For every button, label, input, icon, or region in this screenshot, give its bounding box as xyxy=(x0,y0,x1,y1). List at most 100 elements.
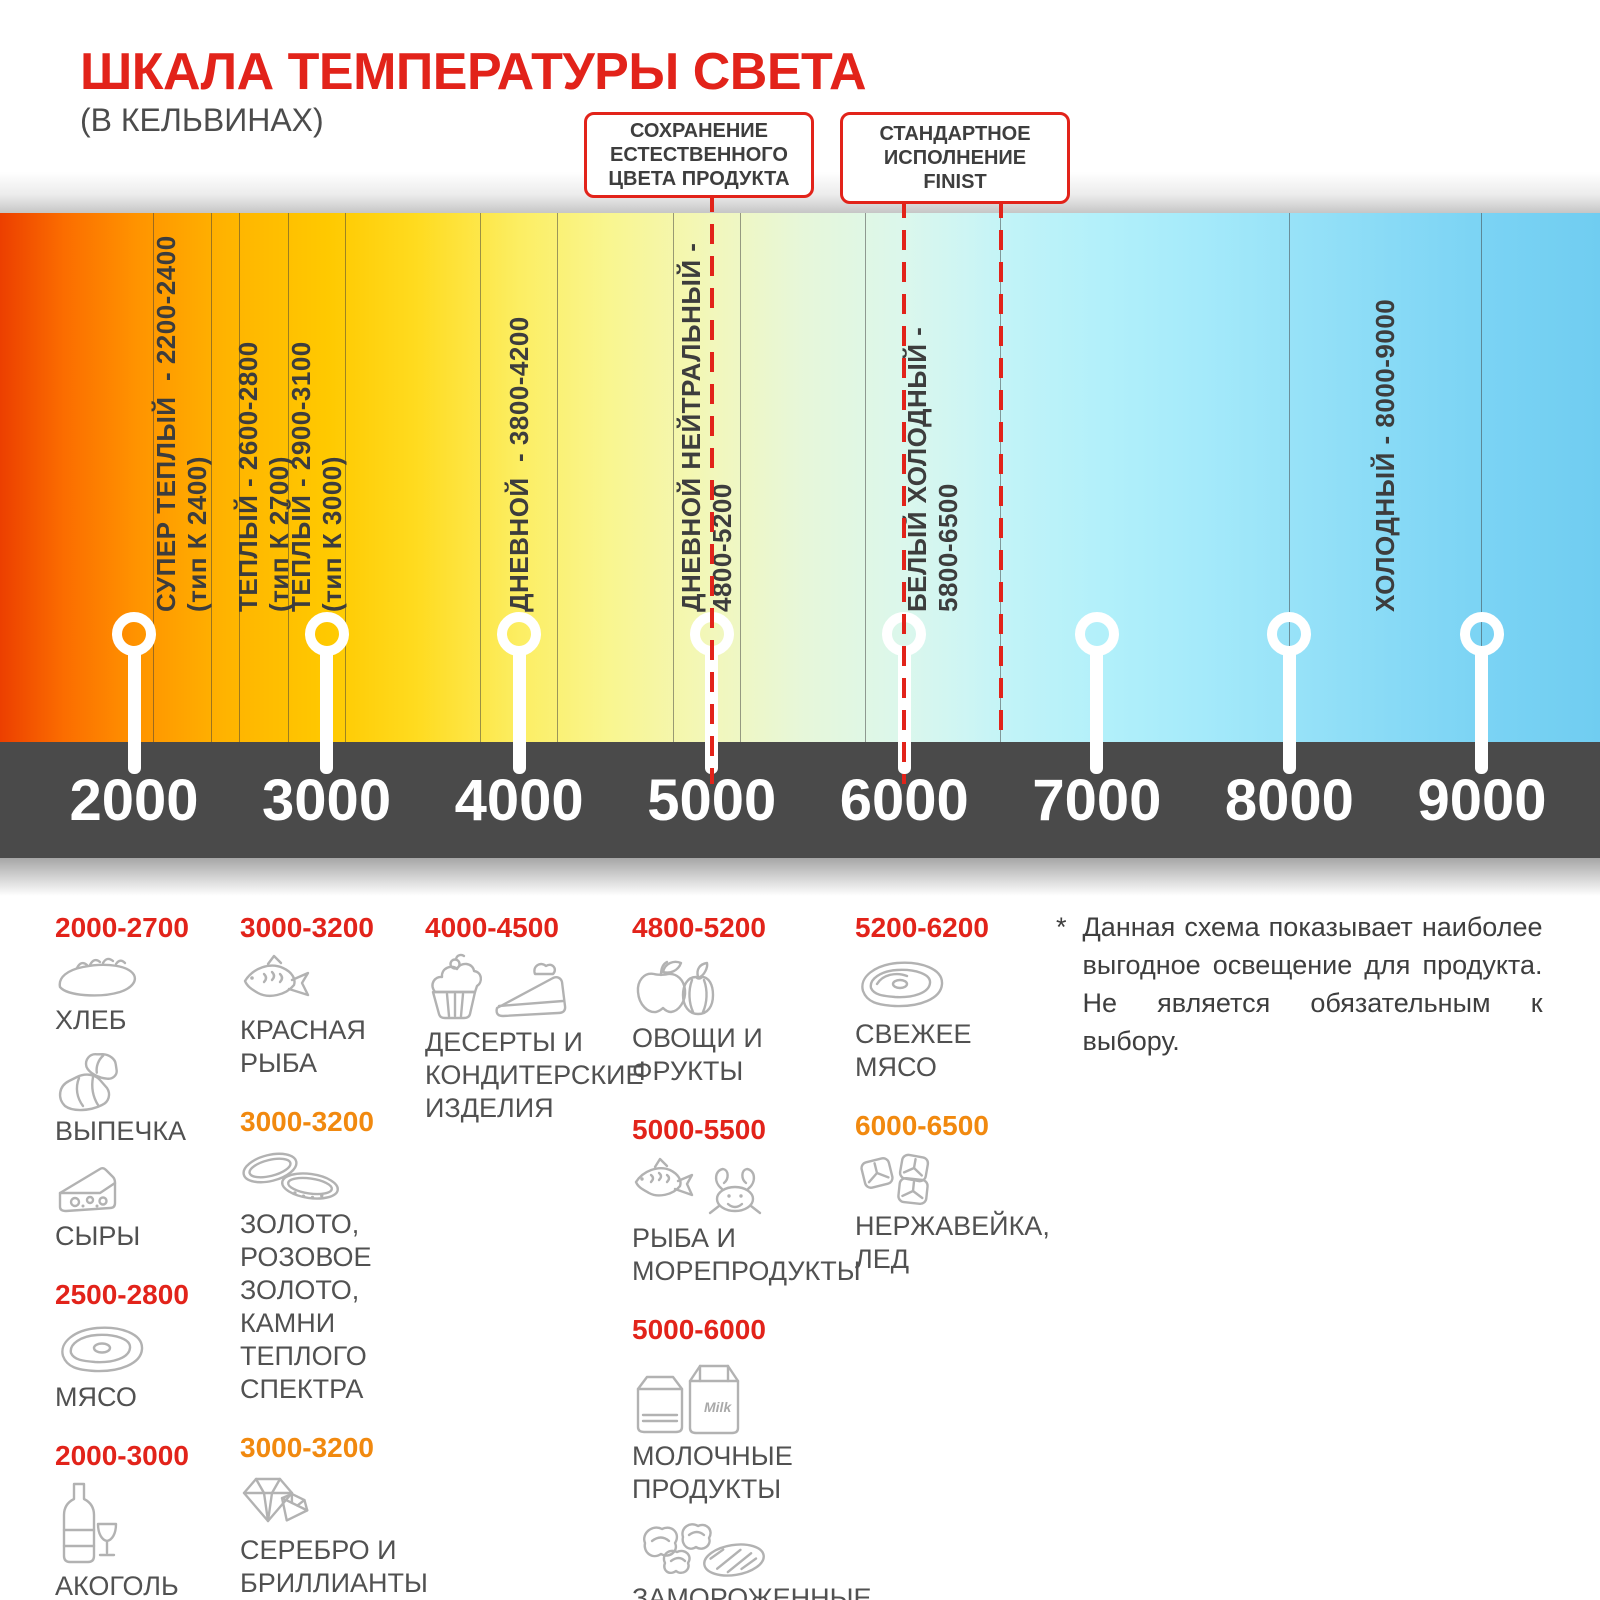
category-range: 5000-6000 xyxy=(632,1314,766,1345)
scale-gridline xyxy=(1481,213,1483,742)
kelvin-axis-bar xyxy=(0,742,1600,858)
axis-tick-label: 7000 xyxy=(1032,767,1162,833)
category-column: 2000-2700 ХЛЕБ ВЫПЕЧКА СЫРЫ 2500-2800 МЯСО 200… xyxy=(55,900,240,1600)
band-label: ХОЛОДНЫЙ - 8000-9000 xyxy=(1370,298,1401,612)
bottom-shadow-band xyxy=(0,858,1600,896)
category-range: 2000-3000 xyxy=(55,1440,189,1471)
rings-icon xyxy=(240,1148,435,1204)
category-range: 2000-2700 xyxy=(55,912,189,943)
category-item: НЕРЖАВЕЙКА, ЛЕД xyxy=(855,1152,1055,1276)
category-range: 5200-6200 xyxy=(855,912,989,943)
vegetables-icon xyxy=(632,954,880,1018)
scale-gridline xyxy=(1288,213,1290,742)
category-item: РЫБА И МОРЕПРОДУКТЫ xyxy=(632,1156,880,1288)
category-item: ОВОЩИ И ФРУКТЫ xyxy=(632,954,880,1088)
scale-pin-icon xyxy=(1074,612,1119,656)
scale-pin-stem xyxy=(127,652,141,774)
scale-pin-stem xyxy=(1475,652,1489,774)
croissant-icon xyxy=(55,1049,240,1112)
band-label: ДНЕВНОЙ НЕЙТРАЛЬНЫЙ - 4800-5200 xyxy=(675,242,737,612)
band-label: БЕЛЫЙ ХОЛОДНЫЙ - 5800-6500 xyxy=(902,326,964,612)
axis-tick-label: 3000 xyxy=(262,767,392,833)
category-item: СВЕЖЕЕ МЯСО xyxy=(855,954,1055,1084)
category-item: Milk МОЛОЧНЫЕ ПРОДУКТЫ xyxy=(632,1356,880,1506)
category-label: МОЛОЧНЫЕ ПРОДУКТЫ xyxy=(632,1441,793,1504)
callout-natural-color: СОХРАНЕНИЕ ЕСТЕСТВЕННОГО ЦВЕТА ПРОДУКТА xyxy=(584,112,814,198)
category-item: СЕРЕБРО И БРИЛЛИАНТЫ xyxy=(240,1474,435,1600)
category-item: ДЕСЕРТЫ И КОНДИТЕРСКИЕ ИЗДЕЛИЯ xyxy=(425,953,645,1125)
bread-icon xyxy=(55,954,240,1000)
category-label: ВЫПЕЧКА xyxy=(55,1116,187,1146)
desserts-icon xyxy=(425,953,645,1022)
category-range: 2500-2800 xyxy=(55,1279,189,1310)
category-label: ЗОЛОТО, РОЗОВОЕ ЗОЛОТО, КАМНИ ТЕПЛОГО СП… xyxy=(240,1209,372,1404)
ice-icon xyxy=(855,1152,1055,1206)
category-column: 5200-6200 СВЕЖЕЕ МЯСО 6000-6500 НЕРЖАВЕЙКА,… xyxy=(855,900,1055,1288)
band-label: СУПЕР ТЕПЛЫЙ - 2200-2400 (тип К 2400) xyxy=(151,235,213,612)
meat-icon xyxy=(55,1321,240,1377)
category-range: 5000-5500 xyxy=(632,1114,766,1145)
category-label: СВЕЖЕЕ МЯСО xyxy=(855,1019,972,1082)
category-item: ЗАМОРОЖЕННЫЕ ПОЛУФАБРИКАТЫ xyxy=(632,1518,880,1600)
scale-gridline xyxy=(239,213,241,742)
category-item: СЫРЫ xyxy=(55,1160,240,1253)
band-label: ДНЕВНОЙ - 3800-4200 xyxy=(503,316,534,612)
scale-pin-icon xyxy=(304,612,349,656)
callout-finist-standard: СТАНДАРТНОЕ ИСПОЛНЕНИЕ FINIST xyxy=(840,112,1070,204)
callout-dashed-line xyxy=(902,198,907,784)
scale-pin-icon xyxy=(497,612,542,656)
category-column: 4000-4500 ДЕСЕРТЫ И КОНДИТЕРСКИЕ ИЗДЕЛИЯ xyxy=(425,900,645,1137)
scale-gridline xyxy=(210,213,212,742)
band-label: ТЕПЛЫЙ - 2900-3100 (тип К 3000) xyxy=(285,341,347,612)
callout-dashed-line xyxy=(998,198,1003,742)
category-item: КРАСНАЯ РЫБА xyxy=(240,954,435,1080)
dairy-icon: Milk xyxy=(632,1356,880,1436)
frozen-icon xyxy=(632,1518,880,1578)
footnote-text: Данная схема показывает наиболее выгодно… xyxy=(1082,912,1543,1056)
category-column: 4800-5200 ОВОЩИ И ФРУКТЫ 5000-5500 РЫБА И М… xyxy=(632,900,880,1600)
category-item: ВЫПЕЧКА xyxy=(55,1049,240,1148)
axis-tick-label: 8000 xyxy=(1224,767,1354,833)
category-range: 6000-6500 xyxy=(855,1110,989,1141)
category-column: 3000-3200 КРАСНАЯ РЫБА 3000-3200 ЗОЛОТО, РО… xyxy=(240,900,435,1600)
footnote-asterisk: * xyxy=(1056,912,1067,942)
scale-gridline xyxy=(345,213,347,742)
category-label: СЫРЫ xyxy=(55,1221,141,1251)
seafood-icon xyxy=(632,1156,880,1218)
callout-dashed-line xyxy=(709,192,714,784)
category-range: 4000-4500 xyxy=(425,912,559,943)
scale-pin-stem xyxy=(320,652,334,774)
scale-gridline xyxy=(557,213,559,742)
category-label: МЯСО xyxy=(55,1382,137,1412)
temperature-gradient-bar xyxy=(0,213,1600,742)
axis-tick-label: 2000 xyxy=(69,767,199,833)
category-label: СЕРЕБРО И БРИЛЛИАНТЫ xyxy=(240,1535,428,1598)
alcohol-icon xyxy=(55,1482,240,1566)
category-label: ЗАМОРОЖЕННЫЕ ПОЛУФАБРИКАТЫ xyxy=(632,1583,872,1600)
scale-gridline xyxy=(152,213,154,742)
category-range: 3000-3200 xyxy=(240,1432,374,1463)
category-label: РЫБА И МОРЕПРОДУКТЫ xyxy=(632,1223,861,1286)
category-label: ДЕСЕРТЫ И КОНДИТЕРСКИЕ ИЗДЕЛИЯ xyxy=(425,1027,644,1123)
category-item: МЯСО xyxy=(55,1321,240,1414)
cheese-icon xyxy=(55,1160,240,1216)
scale-gridline xyxy=(287,213,289,742)
diamonds-icon xyxy=(240,1474,435,1530)
scale-gridline xyxy=(672,213,674,742)
category-label: ОВОЩИ И ФРУКТЫ xyxy=(632,1023,763,1086)
fish-icon xyxy=(240,954,435,1010)
axis-tick-label: 9000 xyxy=(1417,767,1547,833)
category-label: НЕРЖАВЕЙКА, ЛЕД xyxy=(855,1211,1050,1274)
scale-pin-icon xyxy=(1267,612,1312,656)
scale-gridline xyxy=(480,213,482,742)
category-item: ЗОЛОТО, РОЗОВОЕ ЗОЛОТО, КАМНИ ТЕПЛОГО СП… xyxy=(240,1148,435,1406)
svg-text:Milk: Milk xyxy=(704,1399,732,1415)
axis-tick-label: 4000 xyxy=(454,767,584,833)
scale-pin-stem xyxy=(1090,652,1104,774)
page-title: ШКАЛА ТЕМПЕРАТУРЫ СВЕТА xyxy=(80,43,867,101)
footnote: * Данная схема показывает наиболее выгод… xyxy=(1056,908,1543,1060)
scale-pin-icon xyxy=(112,612,156,656)
category-label: КРАСНАЯ РЫБА xyxy=(240,1015,366,1078)
page-subtitle: (В КЕЛЬВИНАХ) xyxy=(80,102,324,138)
